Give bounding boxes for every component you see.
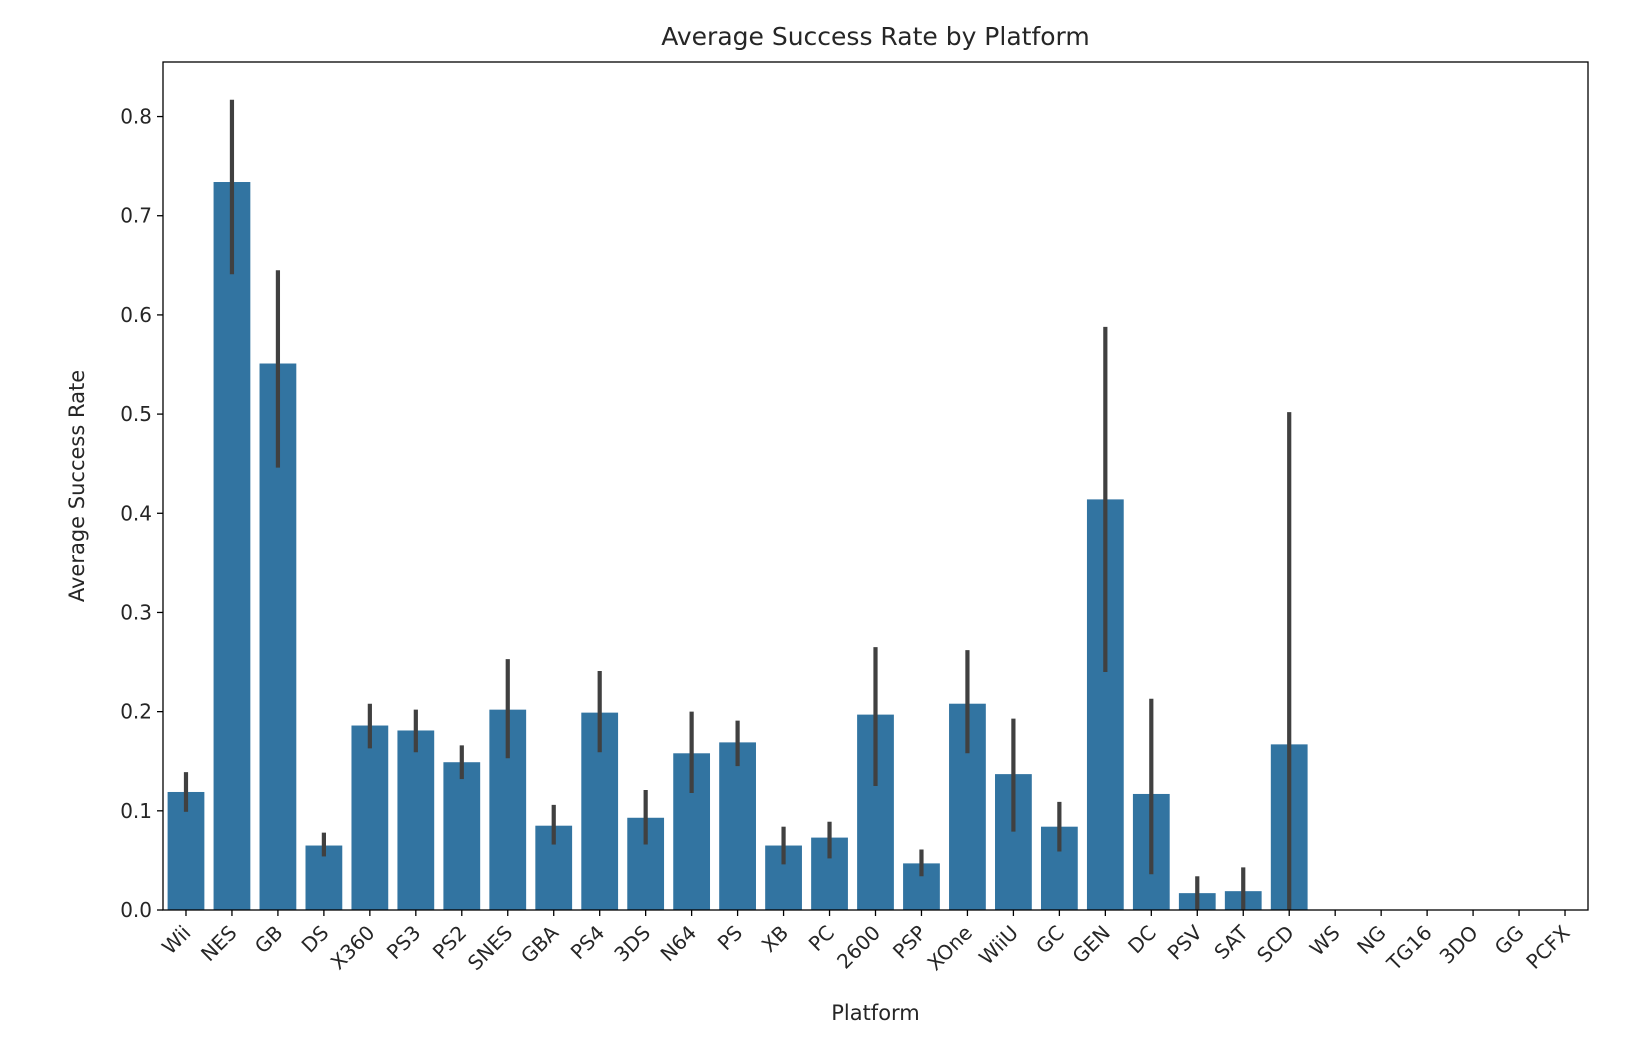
y-tick-label: 0.2 (120, 700, 152, 724)
x-tick-label: PCFX (1521, 920, 1574, 973)
bars-layer (167, 182, 1308, 911)
bar-ps2 (443, 762, 481, 910)
x-tick-label: NES (196, 921, 241, 966)
y-tick-label: 0.0 (120, 898, 152, 922)
errorbars-layer (183, 99, 1292, 910)
x-tick-label: Wii (157, 921, 196, 960)
x-tick-label: TG16 (1381, 921, 1436, 976)
x-tick-label: SAT (1209, 920, 1253, 964)
x-tick-label: GB (250, 921, 288, 959)
x-tick-label: X360 (326, 921, 380, 975)
x-tick-label: PSV (1163, 920, 1207, 964)
x-tick-label: GEN (1067, 921, 1114, 968)
y-tick-label: 0.8 (120, 105, 152, 129)
bar-x360 (351, 725, 389, 910)
x-tick-label: WS (1305, 921, 1345, 961)
bar-ps3 (397, 730, 435, 910)
y-tick-label: 0.6 (120, 303, 152, 327)
bar-nes (213, 182, 251, 911)
x-tick-label: N64 (656, 921, 702, 967)
x-tick-label: XB (757, 921, 793, 957)
x-tick-label: SCD (1252, 921, 1299, 968)
y-axis: 0.0 0.1 0.2 0.3 0.4 0.5 0.6 0.7 0.8 (120, 105, 163, 922)
x-tick-label: PS (713, 921, 747, 955)
x-tick-label: NG (1352, 921, 1391, 960)
x-tick-label: GBA (516, 920, 564, 968)
y-axis-label: Average Success Rate (65, 370, 89, 602)
y-tick-label: 0.1 (120, 799, 152, 823)
y-tick-label: 0.5 (120, 402, 152, 426)
x-axis-label: Platform (831, 1001, 920, 1025)
x-tick-label: SNES (463, 921, 517, 975)
x-tick-label: DC (1123, 921, 1161, 959)
x-tick-label: 3DS (609, 921, 655, 967)
x-tick-label: 3DO (1435, 921, 1483, 969)
x-tick-label: XOne (922, 921, 977, 976)
x-tick-label: DS (297, 921, 334, 958)
x-tick-label: 2600 (832, 921, 885, 974)
x-tick-label: PC (804, 921, 839, 956)
y-tick-label: 0.4 (120, 501, 152, 525)
y-tick-label: 0.7 (120, 204, 152, 228)
bar-ps (719, 742, 756, 910)
x-tick-label: PS4 (566, 921, 609, 964)
x-tick-label: GG (1490, 921, 1529, 960)
x-tick-label: GC (1031, 921, 1069, 959)
chart-title: Average Success Rate by Platform (661, 22, 1090, 51)
y-tick-label: 0.3 (120, 600, 152, 624)
x-tick-label: PS3 (382, 921, 425, 964)
x-tick-label: WiiU (974, 921, 1023, 970)
